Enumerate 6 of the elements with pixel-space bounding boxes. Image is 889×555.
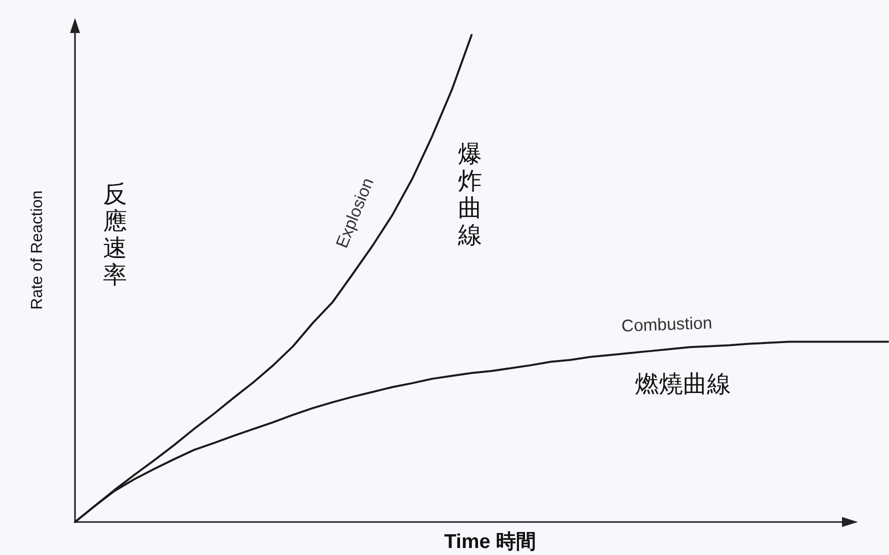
x-axis-title: Time 時間 [444,531,536,553]
annotation: 燃燒曲線 [635,370,731,398]
annotation: 反應速率 [103,180,127,289]
annotation: 爆炸曲線 [457,140,482,249]
series-label: Combustion [621,313,712,336]
y-axis-title: Rate of Reaction [29,190,46,310]
